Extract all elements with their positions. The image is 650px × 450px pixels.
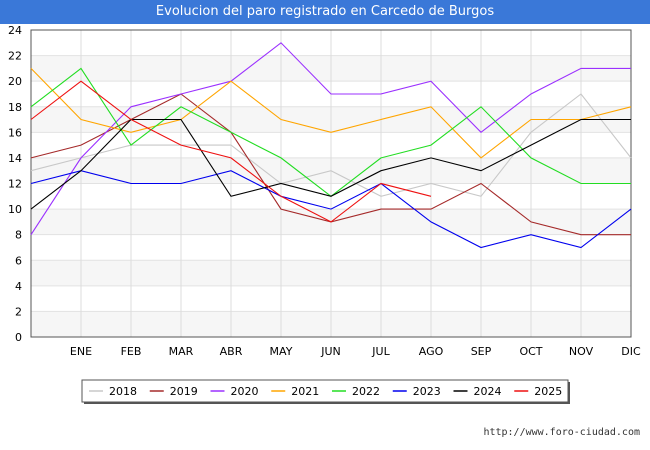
y-tick-label: 4 xyxy=(15,280,22,293)
y-tick-label: 2 xyxy=(15,305,22,318)
chart-title: Evolucion del paro registrado en Carcedo… xyxy=(0,0,650,24)
y-tick-label: 8 xyxy=(15,229,22,242)
x-tick-label: MAR xyxy=(169,345,194,358)
x-tick-label: JUN xyxy=(320,345,341,358)
legend-label-2025: 2025 xyxy=(534,385,562,398)
y-tick-label: 14 xyxy=(8,152,22,165)
x-tick-label: JUL xyxy=(371,345,390,358)
y-tick-label: 22 xyxy=(8,50,22,63)
series-line-2023 xyxy=(30,170,632,249)
y-tick-label: 12 xyxy=(8,178,22,191)
x-tick-label: FEB xyxy=(121,345,142,358)
x-tick-label: ENE xyxy=(70,345,92,358)
y-tick-label: 18 xyxy=(8,101,22,114)
y-tick-label: 24 xyxy=(8,24,22,37)
x-tick-label: ABR xyxy=(220,345,243,358)
legend-box xyxy=(81,379,569,403)
y-tick-label: 20 xyxy=(8,75,22,88)
y-tick-label: 16 xyxy=(8,126,22,139)
x-tick-label: AGO xyxy=(419,345,444,358)
legend-label-2019: 2019 xyxy=(170,385,198,398)
x-tick-label: DIC xyxy=(621,345,641,358)
y-tick-label: 6 xyxy=(15,254,22,267)
series-line-2021 xyxy=(30,68,632,159)
series-line-2025 xyxy=(30,80,432,223)
legend-label-2022: 2022 xyxy=(352,385,380,398)
x-tick-label: OCT xyxy=(519,345,542,358)
x-tick-label: MAY xyxy=(270,345,293,358)
legend-label-2021: 2021 xyxy=(291,385,319,398)
x-tick-label: NOV xyxy=(569,345,594,358)
y-tick-label: 0 xyxy=(15,331,22,344)
legend-label-2018: 2018 xyxy=(109,385,137,398)
source-url[interactable]: http://www.foro-ciudad.com xyxy=(483,427,640,438)
x-tick-label: SEP xyxy=(471,345,492,358)
legend-label-2020: 2020 xyxy=(231,385,259,398)
y-tick-label: 10 xyxy=(8,203,22,216)
series-line-2020 xyxy=(30,42,631,236)
legend-label-2023: 2023 xyxy=(413,385,441,398)
legend-label-2024: 2024 xyxy=(474,385,502,398)
